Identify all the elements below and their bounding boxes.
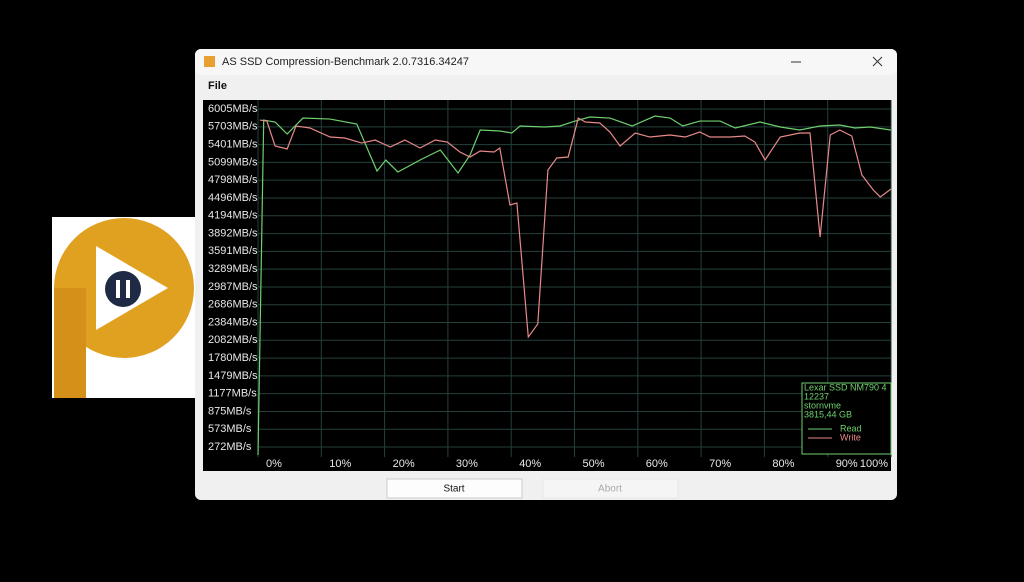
x-tick-label: 0% — [266, 458, 282, 470]
start-button[interactable] — [386, 478, 523, 499]
y-tick-label: 1780MB/s — [208, 352, 258, 364]
y-tick-label: 3892MB/s — [208, 227, 258, 239]
device-info: 3815,44 GB — [804, 409, 852, 419]
x-tick-label: 40% — [519, 458, 541, 470]
device-info: stornvme — [804, 400, 841, 410]
y-tick-label: 6005MB/s — [208, 103, 258, 115]
y-tick-label: 2987MB/s — [208, 281, 258, 293]
y-tick-label: 3289MB/s — [208, 263, 258, 275]
y-tick-label: 1177MB/s — [208, 388, 257, 400]
y-tick-label: 3591MB/s — [208, 245, 258, 257]
y-tick-label: 272MB/s — [208, 441, 252, 453]
x-tick-label: 10% — [329, 458, 351, 470]
legend-label: Read — [840, 423, 862, 433]
app-icon — [204, 56, 215, 67]
start-label[interactable]: Start — [443, 484, 464, 495]
x-tick-label: 100% — [860, 458, 888, 470]
y-tick-label: 875MB/s — [208, 405, 252, 417]
y-tick-label: 5401MB/s — [208, 139, 258, 151]
legend-box — [801, 382, 892, 455]
window-title: AS SSD Compression-Benchmark 2.0.7316.34… — [222, 56, 469, 68]
legend-label: Write — [840, 432, 861, 442]
y-tick-label: 2082MB/s — [208, 334, 258, 346]
title-bar — [195, 49, 897, 75]
device-info: Lexar SSD NM790 4 — [804, 382, 887, 392]
logo-stem — [54, 288, 86, 398]
chart: 6005MB/s 5703MB/s 5401MB/s 5099MB/s 4798MB/s… — [208, 100, 892, 470]
logo-pause-bar — [116, 280, 120, 298]
y-tick-label: 1479MB/s — [208, 370, 258, 382]
x-tick-label: 50% — [583, 458, 605, 470]
y-tick-label: 4194MB/s — [208, 210, 258, 222]
logo-pause-bar — [126, 280, 130, 298]
series-line — [259, 117, 892, 339]
x-tick-label: 90% — [836, 458, 858, 470]
x-tick-label: 60% — [646, 458, 668, 470]
y-tick-label: 4496MB/s — [208, 192, 258, 204]
y-tick-label: 2686MB/s — [208, 299, 258, 311]
series-line — [257, 115, 892, 455]
y-tick-label: 2384MB/s — [208, 316, 258, 328]
menu-file[interactable]: File — [208, 80, 227, 92]
y-tick-label: 4798MB/s — [208, 174, 258, 186]
y-tick-label: 573MB/s — [208, 423, 252, 435]
y-tick-label: 5099MB/s — [208, 156, 258, 168]
x-tick-label: 70% — [709, 458, 731, 470]
close-button[interactable] — [872, 56, 883, 67]
device-info: 12237 — [804, 391, 829, 401]
abort-label: Abort — [598, 484, 622, 495]
y-tick-label: 5703MB/s — [208, 121, 258, 133]
chart-area — [203, 100, 891, 471]
x-tick-label: 80% — [772, 458, 794, 470]
logo — [52, 217, 195, 398]
x-tick-label: 30% — [456, 458, 478, 470]
logo-pause — [105, 271, 141, 307]
abort-button — [542, 478, 679, 499]
x-tick-label: 20% — [393, 458, 415, 470]
